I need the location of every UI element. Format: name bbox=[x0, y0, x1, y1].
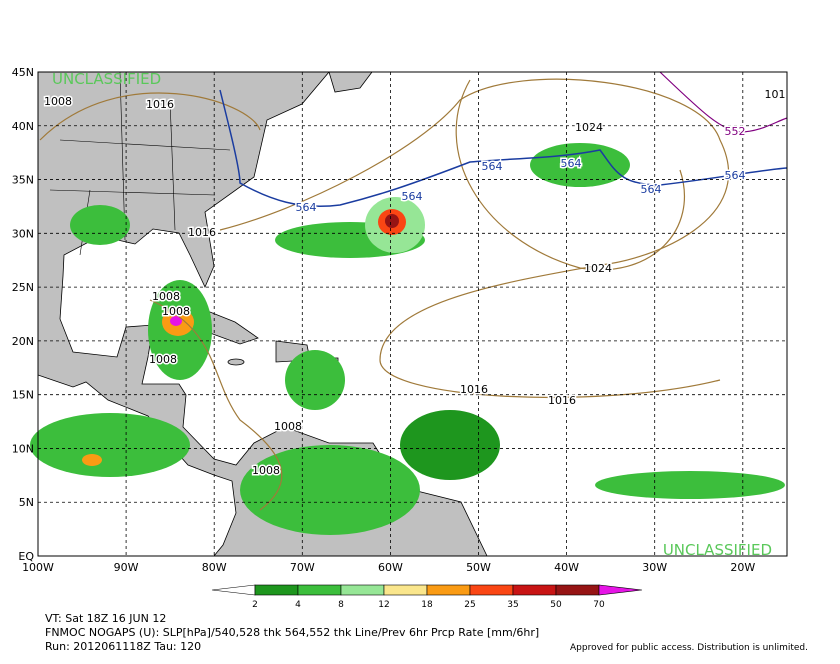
lat-label: 30N bbox=[12, 227, 34, 240]
watermark: UNCLASSIFIED bbox=[663, 541, 772, 559]
contour-label: 1016 bbox=[460, 383, 488, 396]
colorbar-label: 8 bbox=[338, 600, 344, 610]
colorbar: 2 4 8 12 18 25 35 50 70 bbox=[211, 584, 643, 610]
lat-label: EQ bbox=[18, 550, 34, 563]
precip-area bbox=[530, 143, 630, 187]
isobar bbox=[219, 78, 729, 399]
colorbar-label: 25 bbox=[464, 600, 475, 610]
lat-label: 5N bbox=[19, 496, 34, 509]
isobar bbox=[455, 79, 685, 271]
contour-label: 1008 bbox=[162, 305, 190, 318]
contour-label: 1008 bbox=[152, 290, 180, 303]
contour-label: 564 bbox=[296, 201, 317, 214]
run-info: Run: 2012061118Z Tau: 120 bbox=[45, 640, 201, 653]
lat-label: 40N bbox=[12, 120, 34, 133]
lon-label: 50W bbox=[466, 561, 491, 574]
colorbar-label: 50 bbox=[550, 600, 562, 610]
colorbar-label: 70 bbox=[593, 600, 605, 610]
lon-label: 60W bbox=[378, 561, 403, 574]
contour-label: 1024 bbox=[575, 121, 603, 134]
lon-label: 100W bbox=[22, 561, 54, 574]
contour-label: 1016 bbox=[146, 98, 174, 111]
precipitation bbox=[30, 143, 785, 535]
contour-label: 564 bbox=[482, 160, 503, 173]
lat-label: 35N bbox=[12, 174, 34, 187]
isobar bbox=[149, 299, 283, 511]
colorbar-label: 2 bbox=[252, 600, 258, 610]
precip-area bbox=[285, 350, 345, 410]
land bbox=[227, 358, 245, 366]
colorbar-segment bbox=[426, 584, 471, 596]
precip-area bbox=[595, 471, 785, 499]
colorbar-segment bbox=[512, 584, 557, 596]
watermark: UNCLASSIFIED bbox=[52, 70, 161, 88]
lat-label: 25N bbox=[12, 281, 34, 294]
contour-label: 564 bbox=[561, 157, 582, 170]
precip-area bbox=[82, 454, 102, 466]
lat-label: 15N bbox=[12, 389, 34, 402]
colorbar-segment bbox=[340, 584, 385, 596]
contour-label: 1016 bbox=[188, 226, 216, 239]
lon-label: 80W bbox=[202, 561, 227, 574]
contour-label: 564 bbox=[402, 190, 423, 203]
colorbar-segment bbox=[254, 584, 299, 596]
precip-area bbox=[385, 214, 399, 228]
contours bbox=[39, 71, 788, 511]
border bbox=[49, 71, 231, 256]
description: FNMOC NOGAPS (U): SLP[hPa]/540,528 thk 5… bbox=[45, 626, 539, 639]
precip-area bbox=[30, 413, 190, 477]
thickness-line bbox=[219, 89, 788, 208]
colorbar-segment bbox=[469, 584, 514, 596]
precip-area bbox=[400, 410, 500, 480]
colorbar-label: 4 bbox=[295, 600, 301, 610]
colorbar-label: 18 bbox=[421, 600, 433, 610]
thickness-line bbox=[659, 71, 788, 133]
lon-label: 90W bbox=[114, 561, 139, 574]
grid bbox=[38, 72, 787, 556]
colorbar-arrow bbox=[598, 584, 643, 596]
contour-label: 1008 bbox=[252, 464, 280, 477]
valid-time: VT: Sat 18Z 16 JUN 12 bbox=[45, 612, 166, 625]
precip-area bbox=[70, 205, 130, 245]
contour-label: 101 bbox=[765, 88, 786, 101]
contour-label: 552 bbox=[725, 125, 746, 138]
lon-label: 70W bbox=[290, 561, 315, 574]
colorbar-segment bbox=[297, 584, 342, 596]
colorbar-label: 12 bbox=[378, 600, 389, 610]
lat-label: 10N bbox=[12, 442, 34, 455]
precip-area bbox=[170, 316, 182, 326]
lon-label: 20W bbox=[730, 561, 755, 574]
colorbar-segment bbox=[555, 584, 600, 596]
lon-label: 40W bbox=[554, 561, 579, 574]
lon-label: 30W bbox=[642, 561, 667, 574]
colorbar-segment bbox=[383, 584, 428, 596]
contour-label: 1008 bbox=[44, 95, 72, 108]
isobar bbox=[39, 92, 261, 141]
contour-label: 564 bbox=[641, 183, 662, 196]
contour-label: 1008 bbox=[149, 353, 177, 366]
contour-label: 564 bbox=[725, 169, 746, 182]
contour-label: 1024 bbox=[584, 262, 612, 275]
lat-label: 20N bbox=[12, 335, 34, 348]
precip-area bbox=[240, 445, 420, 535]
map-frame bbox=[37, 71, 788, 557]
contour-label: 1008 bbox=[274, 420, 302, 433]
lat-label: 45N bbox=[12, 66, 34, 79]
colorbar-label: 35 bbox=[507, 600, 518, 610]
release-note: Approved for public access. Distribution… bbox=[570, 643, 808, 653]
contour-label: 1016 bbox=[548, 394, 576, 407]
